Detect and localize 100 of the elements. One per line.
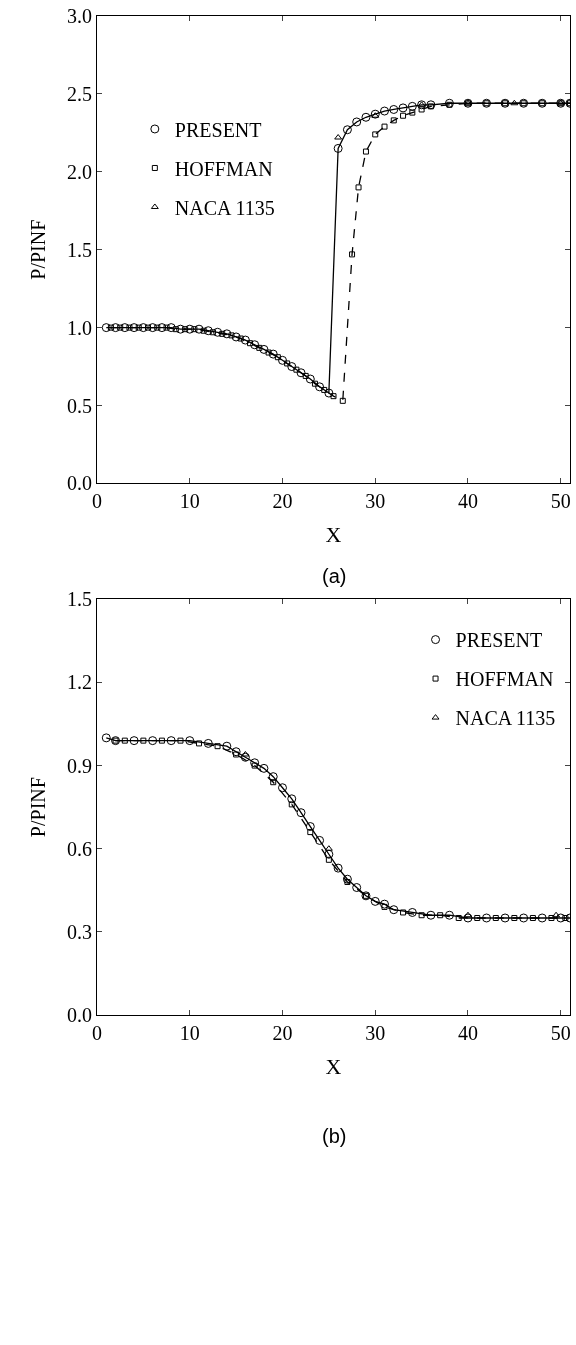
x-tick-label: 40 xyxy=(457,1022,478,1044)
point xyxy=(196,740,203,747)
point xyxy=(117,324,124,331)
point xyxy=(214,743,221,750)
point xyxy=(175,324,185,334)
point xyxy=(157,323,167,333)
point xyxy=(315,382,325,392)
point xyxy=(380,106,390,116)
y-tick-label: 0.3 xyxy=(67,920,92,943)
legend-label: NACA 1135 xyxy=(455,707,556,730)
point xyxy=(307,829,314,836)
point xyxy=(200,327,207,334)
point xyxy=(265,349,272,356)
point xyxy=(510,99,519,106)
point xyxy=(166,736,176,746)
point xyxy=(342,125,352,135)
point xyxy=(287,362,297,372)
point xyxy=(474,915,481,921)
point xyxy=(455,915,462,921)
text: (b) xyxy=(322,1125,347,1147)
y-tick-label: 2.5 xyxy=(67,82,92,105)
y-tick-label: 1.0 xyxy=(67,316,92,339)
point xyxy=(250,758,260,768)
point xyxy=(330,393,337,400)
point xyxy=(259,344,269,354)
point xyxy=(240,752,250,762)
point xyxy=(120,323,130,333)
point xyxy=(302,372,309,379)
point xyxy=(274,354,281,361)
point xyxy=(400,112,407,119)
point xyxy=(240,335,250,345)
point xyxy=(182,326,189,333)
point xyxy=(324,388,334,398)
point xyxy=(352,883,362,893)
point xyxy=(418,106,425,113)
point xyxy=(284,360,291,367)
x-tick-label: 40 xyxy=(457,490,478,513)
point xyxy=(492,915,499,921)
point xyxy=(194,324,204,334)
x-tick-label: 0 xyxy=(92,490,102,513)
point xyxy=(158,737,165,744)
point xyxy=(500,913,510,923)
point xyxy=(362,148,369,155)
legend-label: HOFFMAN xyxy=(174,157,273,180)
x-tick-label: 10 xyxy=(179,1022,200,1044)
y-tick-label: 0.9 xyxy=(67,754,92,777)
point xyxy=(407,907,417,917)
point xyxy=(145,324,152,331)
point xyxy=(268,772,278,782)
text: (a) xyxy=(322,565,347,587)
point xyxy=(101,323,111,333)
point xyxy=(519,913,529,923)
point xyxy=(250,340,260,350)
point xyxy=(418,912,425,919)
y-tick-label: 3.0 xyxy=(67,5,92,27)
point xyxy=(324,849,334,859)
point xyxy=(135,324,142,331)
point xyxy=(511,915,518,921)
point xyxy=(389,905,399,915)
point xyxy=(287,794,297,804)
point xyxy=(333,143,343,153)
point xyxy=(185,736,195,746)
point xyxy=(355,184,362,191)
point xyxy=(251,762,258,769)
point xyxy=(231,332,241,342)
point xyxy=(129,736,139,746)
point xyxy=(305,374,315,384)
point xyxy=(107,324,114,331)
point xyxy=(437,912,444,919)
point xyxy=(426,910,436,920)
point xyxy=(389,104,399,114)
y-axis-title: P/PINF xyxy=(27,219,50,280)
point xyxy=(311,380,318,387)
point xyxy=(177,737,184,744)
x-tick-label: 50 xyxy=(550,1022,571,1044)
point xyxy=(185,324,195,334)
point xyxy=(339,397,346,404)
point xyxy=(222,329,232,339)
point xyxy=(247,340,254,347)
point xyxy=(349,251,356,258)
point xyxy=(288,801,295,808)
point xyxy=(342,874,352,884)
point xyxy=(219,330,226,337)
point xyxy=(321,386,328,393)
point xyxy=(163,324,170,331)
x-tick-label: 30 xyxy=(365,490,386,513)
legend-label: PRESENT xyxy=(455,629,543,652)
point xyxy=(352,117,362,127)
y-tick-label: 1.5 xyxy=(67,238,92,261)
point xyxy=(529,915,536,921)
point xyxy=(537,913,547,923)
point xyxy=(203,738,213,748)
point xyxy=(270,779,277,786)
point xyxy=(256,344,263,351)
point xyxy=(390,117,397,124)
y-tick-label: 0.0 xyxy=(67,1004,92,1026)
x-tick-label: 0 xyxy=(92,1022,102,1044)
point xyxy=(361,112,371,122)
legend-label: NACA 1135 xyxy=(174,196,275,219)
point xyxy=(381,123,388,130)
